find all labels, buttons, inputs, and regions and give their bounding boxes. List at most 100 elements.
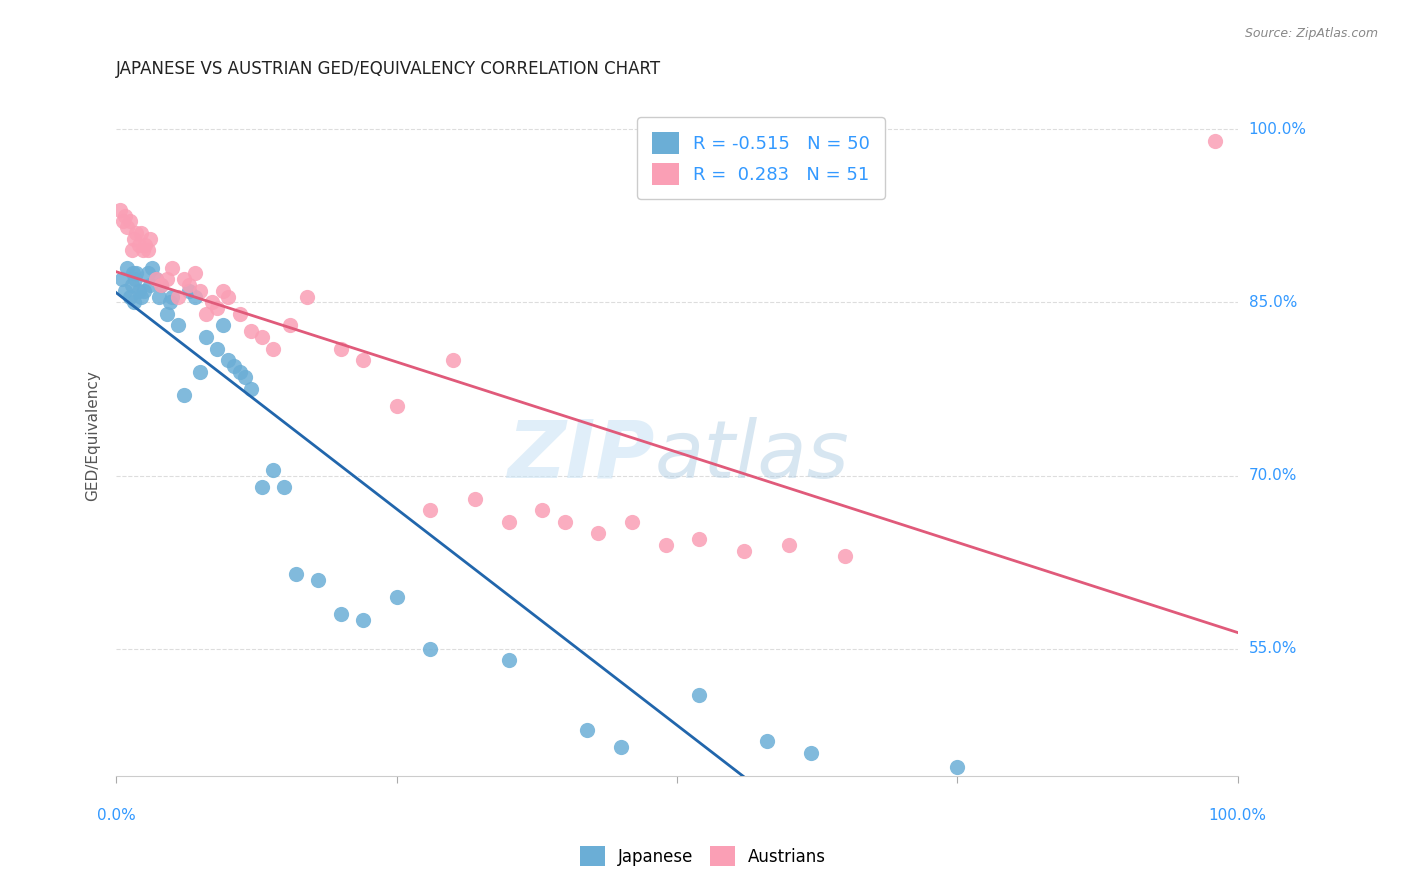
Point	[122, 267, 145, 281]
Point	[385, 399, 408, 413]
Point	[124, 272, 146, 286]
Point	[498, 515, 520, 529]
Point	[121, 278, 143, 293]
Point	[284, 566, 307, 581]
Text: 100.0%: 100.0%	[1209, 808, 1267, 823]
Point	[273, 480, 295, 494]
Point	[576, 723, 599, 737]
Point	[554, 515, 576, 529]
Point	[134, 237, 156, 252]
Point	[118, 289, 141, 303]
Text: 70.0%: 70.0%	[1249, 468, 1296, 483]
Point	[211, 284, 233, 298]
Point	[148, 289, 170, 303]
Point	[222, 359, 245, 373]
Point	[278, 318, 301, 333]
Point	[108, 202, 131, 217]
Point	[156, 307, 179, 321]
Point	[156, 272, 179, 286]
Point	[173, 272, 195, 286]
Point	[125, 226, 148, 240]
Point	[621, 515, 644, 529]
Point	[136, 244, 159, 258]
Point	[114, 209, 136, 223]
Point	[262, 342, 284, 356]
Point	[654, 538, 676, 552]
Point	[129, 289, 152, 303]
Point	[211, 318, 233, 333]
Point	[162, 289, 184, 303]
Point	[125, 267, 148, 281]
Point	[464, 491, 486, 506]
Point	[800, 746, 823, 760]
Text: Source: ZipAtlas.com: Source: ZipAtlas.com	[1244, 27, 1378, 40]
Point	[136, 267, 159, 281]
Text: JAPANESE VS AUSTRIAN GED/EQUIVALENCY CORRELATION CHART: JAPANESE VS AUSTRIAN GED/EQUIVALENCY COR…	[117, 60, 661, 78]
Text: atlas: atlas	[654, 417, 849, 494]
Text: 0.0%: 0.0%	[97, 808, 135, 823]
Point	[190, 284, 212, 298]
Point	[352, 353, 374, 368]
Point	[205, 301, 228, 315]
Point	[139, 278, 162, 293]
Point	[228, 307, 250, 321]
Point	[419, 641, 441, 656]
Point	[111, 214, 134, 228]
Point	[946, 759, 969, 773]
Point	[239, 382, 262, 396]
Point	[128, 284, 150, 298]
Point	[441, 353, 464, 368]
Point	[834, 549, 856, 564]
Point	[184, 289, 207, 303]
Point	[150, 278, 173, 293]
Point	[114, 284, 136, 298]
Point	[295, 289, 318, 303]
Point	[173, 388, 195, 402]
Point	[588, 526, 610, 541]
Point	[111, 272, 134, 286]
Point	[262, 463, 284, 477]
Point	[385, 590, 408, 604]
Point	[139, 232, 162, 246]
Point	[184, 267, 207, 281]
Point	[122, 295, 145, 310]
Point	[159, 295, 181, 310]
Legend: R = -0.515   N = 50, R =  0.283   N = 51: R = -0.515 N = 50, R = 0.283 N = 51	[637, 117, 884, 199]
Point	[134, 284, 156, 298]
Point	[688, 688, 710, 702]
Point	[329, 607, 352, 622]
Point	[755, 734, 778, 748]
Point	[117, 220, 139, 235]
Point	[145, 272, 167, 286]
Point	[118, 214, 141, 228]
Point	[117, 260, 139, 275]
Point	[352, 613, 374, 627]
Text: 100.0%: 100.0%	[1249, 121, 1306, 136]
Point	[179, 284, 201, 298]
Point	[250, 480, 273, 494]
Y-axis label: GED/Equivalency: GED/Equivalency	[86, 369, 100, 500]
Text: ZIP: ZIP	[508, 417, 654, 494]
Point	[1204, 134, 1226, 148]
Point	[329, 342, 352, 356]
Point	[217, 353, 239, 368]
Point	[179, 278, 201, 293]
Point	[228, 365, 250, 379]
Point	[129, 226, 152, 240]
Text: 55.0%: 55.0%	[1249, 641, 1296, 657]
Point	[190, 365, 212, 379]
Point	[132, 244, 155, 258]
Point	[778, 538, 800, 552]
Point	[200, 295, 222, 310]
Point	[122, 232, 145, 246]
Point	[205, 342, 228, 356]
Point	[250, 330, 273, 344]
Point	[419, 503, 441, 517]
Point	[194, 307, 217, 321]
Point	[150, 278, 173, 293]
Point	[121, 244, 143, 258]
Point	[531, 503, 554, 517]
Point	[688, 532, 710, 546]
Point	[610, 739, 633, 754]
Point	[194, 330, 217, 344]
